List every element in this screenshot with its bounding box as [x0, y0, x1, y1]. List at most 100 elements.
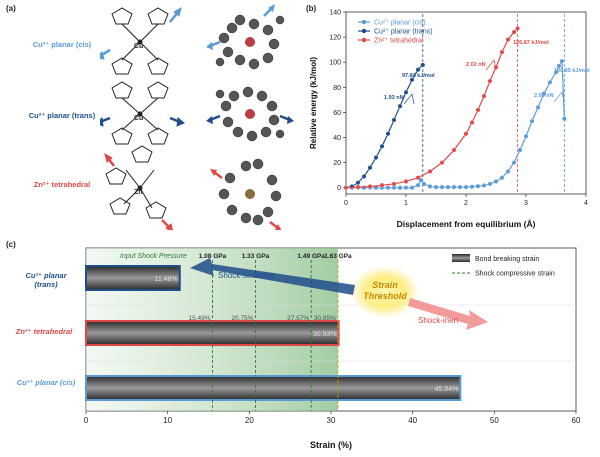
c-row-label-zn: Zn²⁺ tetrahedral — [15, 327, 73, 336]
legend-marker-cis — [361, 19, 367, 25]
data-point — [515, 26, 520, 31]
data-point — [427, 169, 433, 174]
data-point — [505, 169, 511, 174]
shock-strain-label: 20.75% — [231, 315, 253, 322]
data-point — [562, 116, 567, 122]
threshold-line1: Strain — [372, 280, 398, 290]
pressure-label: 1.49 GPa — [297, 253, 325, 260]
structure-trans-skeletal: Cu — [100, 81, 185, 145]
data-point — [439, 184, 445, 190]
data-point — [421, 181, 427, 187]
data-point — [379, 143, 385, 149]
data-point — [457, 184, 463, 190]
data-point — [535, 105, 541, 110]
chart-c-xlabel: Strain (%) — [310, 440, 352, 450]
data-point — [439, 160, 445, 165]
y-tick-label: 60 — [333, 110, 341, 117]
data-point — [385, 185, 391, 191]
data-point — [541, 91, 547, 96]
data-point — [418, 177, 424, 183]
data-point — [463, 184, 469, 190]
annot-zn-energy: 126.87 kJ/mol — [513, 40, 549, 46]
data-point — [403, 179, 409, 184]
x-tick-label: 0 — [84, 416, 89, 425]
data-point — [475, 107, 481, 113]
x-tick-label: 1 — [404, 200, 408, 207]
structure-cis-ball — [206, 4, 285, 70]
x-tick-label: 0 — [344, 200, 348, 207]
data-point — [415, 182, 421, 188]
bar-value-label: 45.84% — [435, 386, 459, 393]
bar-value-label: 11.48% — [155, 276, 178, 283]
data-point — [451, 147, 457, 153]
data-point — [529, 118, 535, 124]
data-point — [445, 184, 451, 190]
annot-cis-energy: 100.85 kJ/mol — [554, 68, 590, 74]
legend-trans: Cu²⁺ planar (trans) — [374, 28, 433, 36]
data-point — [355, 180, 361, 186]
data-point — [433, 184, 439, 190]
data-point — [343, 185, 349, 191]
legend-bar-swatch — [452, 254, 470, 262]
data-point — [481, 93, 487, 99]
data-point — [367, 165, 373, 170]
x-tick-label: 10 — [163, 416, 172, 425]
y-tick-label: 100 — [329, 60, 341, 67]
label-shock-sensitive: Shock-sensitive — [218, 271, 275, 280]
data-point — [415, 67, 421, 73]
strain-bar — [85, 375, 462, 401]
y-tick-label: 0 — [337, 185, 341, 192]
data-point — [499, 49, 505, 55]
panel-a-label: (a) — [6, 4, 16, 13]
data-point — [505, 37, 511, 42]
data-point — [403, 185, 409, 191]
pressure-label: 1.63 GPa — [324, 253, 352, 260]
c-row-label-cis: Cu²⁺ planar (cis) — [16, 378, 76, 387]
pressure-label: 1.08 GPa — [199, 253, 227, 260]
structure-cis-skeletal: Cu — [100, 6, 182, 75]
data-point — [391, 117, 397, 123]
chart-b-ylabel: Relative energy (kJ/mol) — [309, 57, 318, 149]
x-tick-label: 30 — [327, 416, 336, 425]
row-label-zn: Zn²⁺ tetrahedral — [33, 180, 91, 189]
legend-cis: Cu²⁺ planar (cis) — [374, 19, 426, 27]
structure-zn-ball — [210, 158, 282, 230]
data-point — [481, 183, 487, 188]
strain-chart: 11.48% 30.93% 45.84% 1.08 GPa 15.49% 1.33 GP… — [84, 247, 581, 450]
structure-trans-ball — [206, 86, 294, 142]
data-point — [355, 184, 361, 190]
threshold-line2: Threshold — [363, 291, 407, 301]
series-line — [346, 59, 565, 189]
shock-strain-label: 30.85% — [314, 315, 336, 322]
x-tick-label: 20 — [245, 416, 254, 425]
panel-b-label: (b) — [306, 4, 317, 13]
data-point — [415, 175, 421, 181]
data-point — [397, 103, 403, 109]
chart-c-legend: Bond breaking strain Shock compressive s… — [452, 254, 555, 278]
data-point — [475, 183, 481, 189]
data-point — [409, 185, 415, 191]
y-tick-label: 40 — [333, 135, 341, 142]
arrow-shock-inert — [408, 298, 488, 330]
label-shock-inert: Shock-inert — [418, 316, 459, 325]
x-tick-label: 4 — [584, 200, 588, 207]
data-point — [556, 63, 562, 69]
data-point — [361, 174, 367, 179]
data-point — [469, 184, 475, 190]
data-point — [469, 120, 475, 125]
data-point — [391, 181, 397, 187]
shock-pressure-title: Input Shock Pressure — [120, 253, 187, 260]
x-tick-label: 3 — [524, 200, 528, 207]
y-tick-label: 140 — [329, 10, 341, 17]
arrow-shock-sensitive — [190, 258, 355, 295]
data-point — [367, 184, 373, 189]
data-point — [487, 78, 493, 84]
panel-a-structures: Cu Cu — [100, 4, 294, 230]
x-tick-label: 2 — [464, 200, 468, 207]
chart-b-legend: Cu²⁺ planar (cis) Cu²⁺ planar (trans) Zn… — [358, 19, 433, 45]
data-point — [511, 29, 517, 35]
legend-bar-label: Bond breaking strain — [475, 256, 539, 263]
chart-c-ticks: 0 10 20 30 40 50 60 — [84, 411, 581, 425]
